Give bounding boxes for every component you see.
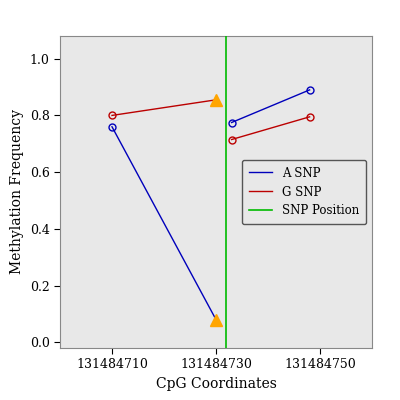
Y-axis label: Methylation Frequency: Methylation Frequency <box>10 110 24 274</box>
Legend: A SNP, G SNP, SNP Position: A SNP, G SNP, SNP Position <box>242 160 366 224</box>
X-axis label: CpG Coordinates: CpG Coordinates <box>156 377 276 391</box>
